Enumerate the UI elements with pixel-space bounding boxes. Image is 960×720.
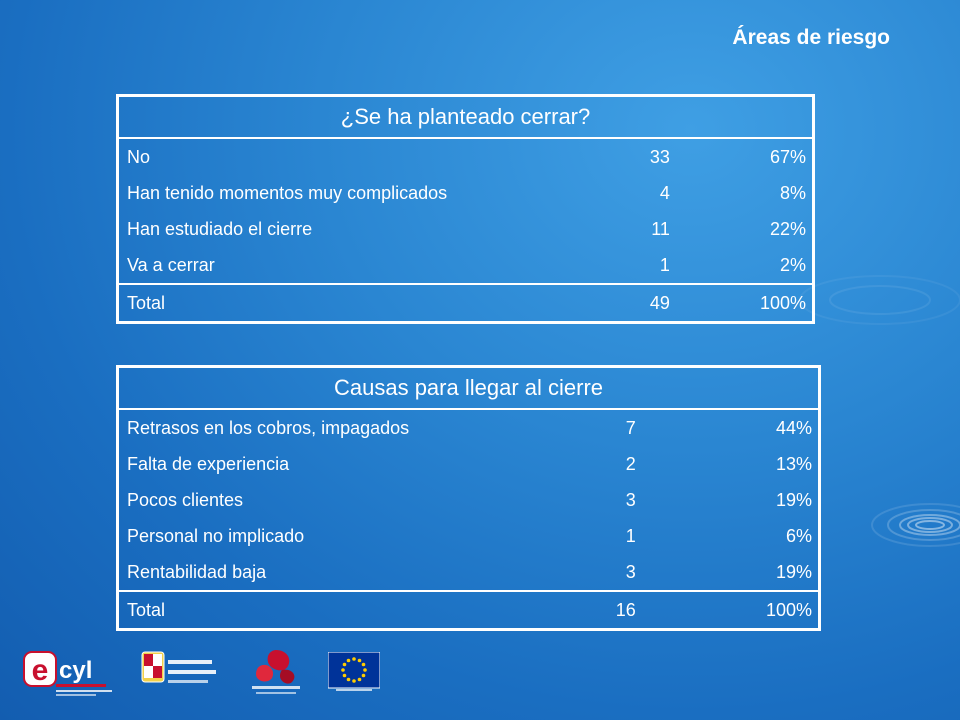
table-causas-para-llegar-al-cierre: Causas para llegar al cierre Retrasos en…: [116, 365, 821, 631]
total-percent: 100%: [675, 283, 814, 323]
table-total-row: Total 49 100%: [117, 283, 814, 323]
row-label: Han tenido momentos muy complicados: [127, 182, 448, 203]
table-title: Causas para llegar al cierre: [117, 366, 820, 410]
row-percent: 13%: [775, 453, 812, 474]
total-count: 49: [555, 283, 676, 323]
row-percent: 67%: [769, 146, 806, 167]
row-label: Pocos clientes: [127, 489, 244, 510]
row-count: 33: [649, 146, 670, 167]
total-percent: 100%: [641, 590, 820, 630]
row-percent: 8%: [779, 182, 806, 203]
row-label: No: [127, 146, 151, 167]
table-row: Retrasos en los cobros, impagados 7 44%: [118, 409, 820, 446]
coat-of-arms-icon: [141, 651, 216, 683]
slide-title: Áreas de riesgo: [732, 26, 890, 49]
footer-logos: e cyl: [0, 640, 960, 700]
row-label: Personal no implicado: [127, 525, 305, 546]
total-label: Total: [117, 590, 522, 630]
row-label: Falta de experiencia: [127, 453, 290, 474]
table-row: Va a cerrar 1 2%: [118, 247, 814, 284]
table-row: Personal no implicado 1 6%: [118, 518, 820, 554]
row-label: Va a cerrar: [127, 254, 215, 275]
table-row: Han estudiado el cierre 11 22%: [118, 211, 814, 247]
row-count: 4: [659, 182, 670, 203]
row-label: Han estudiado el cierre: [127, 218, 313, 239]
row-percent: 22%: [769, 218, 806, 239]
table-row: Falta de experiencia 2 13%: [118, 446, 820, 482]
ecyl-logo-mark: e: [32, 654, 49, 687]
row-label: Retrasos en los cobros, impagados: [127, 417, 410, 438]
eu-flag-icon: [328, 652, 380, 691]
table-row: Rentabilidad baja 3 19%: [118, 554, 820, 591]
total-label: Total: [117, 283, 556, 323]
row-count: 3: [625, 489, 636, 510]
table-title: ¿Se ha planteado cerrar?: [117, 95, 814, 139]
row-count: 11: [651, 218, 670, 239]
table-row: Han tenido momentos muy complicados 4 8%: [118, 175, 814, 211]
table-total-row: Total 16 100%: [117, 590, 820, 630]
row-count: 1: [659, 254, 670, 275]
row-percent: 2%: [779, 254, 806, 275]
row-percent: 6%: [785, 525, 812, 546]
row-count: 1: [625, 525, 636, 546]
row-label: Rentabilidad baja: [127, 561, 267, 582]
row-count: 2: [625, 453, 636, 474]
row-percent: 19%: [775, 561, 812, 582]
row-count: 3: [625, 561, 636, 582]
table-se-ha-planteado-cerrar: ¿Se ha planteado cerrar? No 33 67% Han t…: [116, 94, 815, 324]
total-count: 16: [521, 590, 642, 630]
table-row: No 33 67%: [118, 138, 814, 175]
ecyl-logo: e cyl: [23, 651, 112, 696]
row-percent: 44%: [775, 417, 812, 438]
red-swirl-icon: [252, 650, 300, 694]
ecyl-logo-text: cyl: [59, 657, 92, 684]
row-percent: 19%: [775, 489, 812, 510]
table-row: Pocos clientes 3 19%: [118, 482, 820, 518]
row-count: 7: [625, 417, 636, 438]
